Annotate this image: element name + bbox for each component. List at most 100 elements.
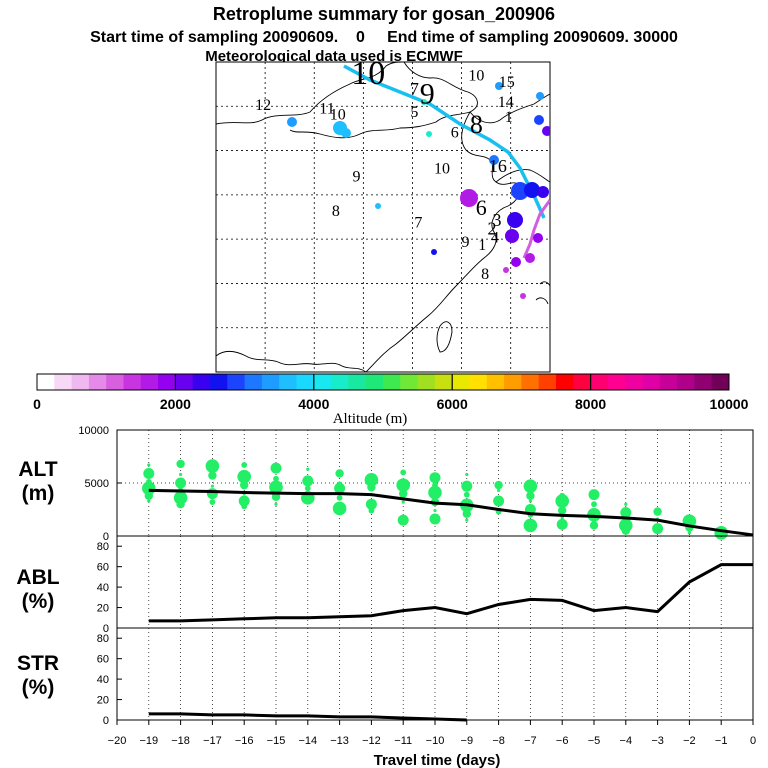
x-tick-label: −1 <box>715 735 728 747</box>
cluster-dot <box>591 501 597 508</box>
japan-fragment <box>535 281 550 305</box>
cluster-dot <box>270 462 282 474</box>
cluster-dot <box>397 514 409 526</box>
cluster-dot <box>334 482 346 494</box>
alt-label: ALT <box>18 458 57 481</box>
cluster-dot <box>400 469 407 476</box>
colorbar-swatch <box>365 374 384 390</box>
plume-dot <box>542 126 550 136</box>
colorbar-swatch <box>279 374 297 390</box>
map-time-label: 10 <box>330 107 346 124</box>
cluster-dot <box>433 508 437 513</box>
map-time-label: 8 <box>332 203 340 220</box>
shandong-coast <box>495 169 550 183</box>
cluster-dot <box>147 463 151 467</box>
y-tick-label: 20 <box>97 695 109 707</box>
colorbar-swatch <box>486 374 505 390</box>
colorbar-swatch <box>694 374 713 390</box>
cluster-dot <box>396 478 411 492</box>
sampling-time-line: Start time of sampling 20090609. 0 End t… <box>90 29 678 46</box>
x-tick-label: −13 <box>330 735 349 747</box>
y-tick-label: 5000 <box>85 478 109 490</box>
cluster-dot <box>302 475 314 487</box>
plume-dot <box>511 257 521 267</box>
x-tick-label: −3 <box>651 735 664 747</box>
colorbar-tick-label: 2000 <box>160 396 191 412</box>
plume-dot <box>375 203 381 209</box>
y-tick-label: 80 <box>97 633 109 645</box>
map-time-label: 6 <box>451 124 459 141</box>
cluster-dot <box>493 495 505 507</box>
colorbar-swatch <box>54 374 72 390</box>
y-tick-label: 10000 <box>78 425 109 437</box>
cluster-dot <box>558 506 567 515</box>
colorbar-swatch <box>244 374 263 390</box>
met-data-line: Meteorological data used is ECMWF <box>205 48 463 65</box>
cluster-dot <box>210 484 214 488</box>
colorbar-swatch <box>469 374 488 390</box>
cluster-dot <box>208 471 217 480</box>
map-time-label: 5 <box>410 104 418 121</box>
cluster-dot <box>304 485 311 492</box>
cluster-dot <box>429 472 441 484</box>
cluster-dot <box>335 469 344 478</box>
x-tick-label: −8 <box>492 735 505 747</box>
cluster-dot <box>620 507 632 519</box>
x-tick-label: −16 <box>235 735 254 747</box>
map-time-label: 2 <box>488 219 497 239</box>
x-tick-label: −19 <box>139 735 158 747</box>
colorbar-tick-label: 4000 <box>298 396 329 412</box>
colorbar-swatch <box>590 374 609 390</box>
x-tick-label: −10 <box>426 735 445 747</box>
colorbar-swatch <box>417 374 436 390</box>
cluster-dot <box>175 477 187 489</box>
plume-dot <box>537 186 549 198</box>
map-time-label: 8 <box>470 110 483 139</box>
cluster-dot <box>206 488 218 500</box>
y-tick-label: 60 <box>97 562 109 574</box>
series-line <box>148 563 753 623</box>
cluster-dot <box>465 472 469 477</box>
cluster-dot <box>463 491 470 498</box>
x-tick-label: 0 <box>750 735 756 747</box>
colorbar-label: Altitude (m) <box>333 411 408 427</box>
map-time-label: 1 <box>478 237 486 254</box>
colorbar-swatch <box>88 374 107 390</box>
colorbar-swatch <box>348 374 367 390</box>
cluster-dot <box>528 499 533 503</box>
cluster-dot <box>364 473 379 487</box>
cluster-dot <box>241 462 248 468</box>
alt-panel: ALT (m) 0 5000 10000 <box>18 425 754 543</box>
colorbar-swatch <box>573 374 591 390</box>
map-time-label: 16 <box>489 156 507 176</box>
y-tick-label: 0 <box>103 715 109 727</box>
colorbar-swatch <box>210 374 228 390</box>
figure-title: Retroplume summary for gosan_200906 <box>213 4 555 24</box>
x-tick-label: −20 <box>108 735 127 747</box>
map-time-label: 10 <box>434 161 450 178</box>
y-tick-label: 20 <box>97 603 109 615</box>
cluster-dot <box>462 509 471 518</box>
colorbar-swatch <box>313 374 332 390</box>
map-time-label: 9 <box>420 78 435 111</box>
cluster-dot <box>240 480 249 490</box>
colorbar-swatch <box>452 374 470 390</box>
cluster-dot <box>271 492 281 501</box>
colorbar-swatch <box>400 374 418 390</box>
taiwan <box>436 321 453 353</box>
plume-dot <box>426 131 432 137</box>
cluster-dot <box>653 507 662 516</box>
x-tick-label: −17 <box>203 735 222 747</box>
trajectory-line-low <box>522 199 550 259</box>
cluster-dot <box>176 500 185 509</box>
cluster-dot <box>269 480 283 495</box>
cluster-dot <box>176 459 185 469</box>
colorbar-tick-label: 10000 <box>710 396 749 412</box>
cluster-dot <box>241 503 248 510</box>
cluster-dot <box>465 518 469 522</box>
plume-dot <box>431 249 437 255</box>
abl-panel: ABL (%) 0 20 40 60 80 <box>16 535 754 635</box>
colorbar-tick-label: 8000 <box>575 396 606 412</box>
cluster-dot <box>587 508 601 522</box>
x-tick-label: −15 <box>267 735 286 747</box>
